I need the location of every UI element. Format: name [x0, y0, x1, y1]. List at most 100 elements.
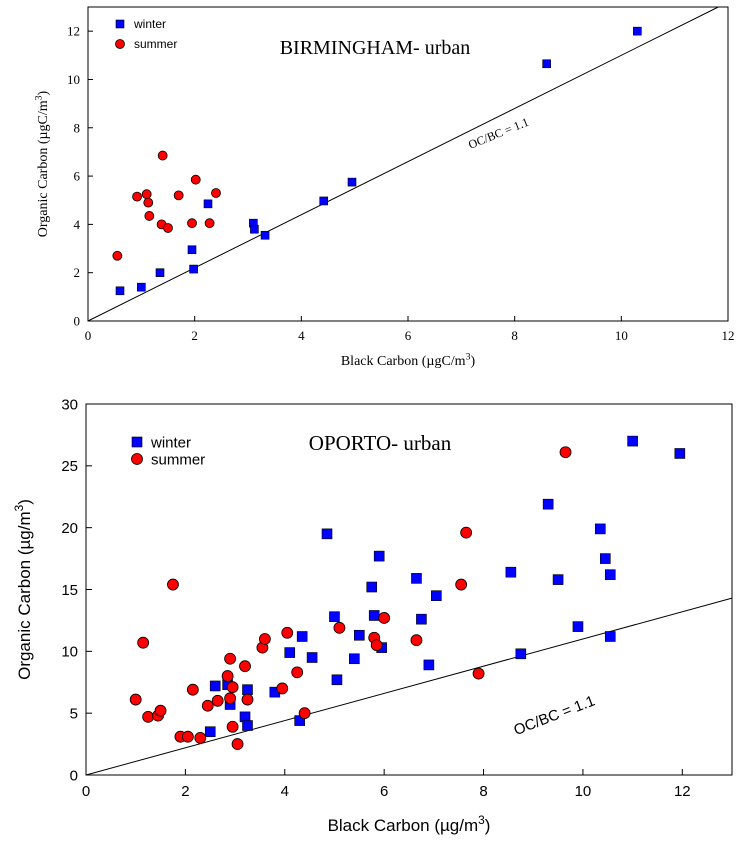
- summer-point: [187, 218, 197, 229]
- legend-label-summer: summer: [151, 451, 205, 468]
- x-tick-label: 6: [405, 328, 412, 343]
- summer-point: [224, 692, 237, 705]
- winter-point: [572, 621, 584, 632]
- x-tick-label: 2: [191, 328, 198, 343]
- winter-point: [203, 199, 213, 209]
- legend-marker-winter: [131, 436, 143, 448]
- winter-point: [505, 566, 517, 578]
- summer-point: [370, 639, 383, 652]
- chart-title: BIRMINGHAM- urban: [280, 37, 471, 59]
- winter-point: [260, 230, 270, 240]
- summer-point: [194, 732, 207, 744]
- winter-point: [542, 498, 554, 510]
- winter-point: [633, 26, 642, 36]
- y-axis-label: Organic Carbon (µgC/m3): [33, 90, 51, 237]
- y-tick-label: 2: [74, 265, 81, 280]
- summer-point: [224, 652, 237, 665]
- series-winter: [115, 26, 642, 296]
- summer-point: [204, 218, 215, 229]
- summer-point: [167, 578, 179, 591]
- y-tick-label: 30: [61, 396, 78, 413]
- x-tick-label: 4: [281, 783, 289, 800]
- x-tick-label: 8: [511, 328, 518, 343]
- winter-point: [204, 726, 216, 738]
- summer-point: [239, 660, 251, 673]
- winter-point: [242, 684, 253, 695]
- x-tick-label: 10: [615, 328, 628, 343]
- x-tick-label: 6: [380, 783, 388, 800]
- summer-point: [333, 621, 346, 634]
- y-tick-label: 12: [67, 24, 80, 39]
- summer-point: [137, 636, 150, 649]
- x-tick-label: 0: [82, 783, 90, 800]
- summer-point: [143, 197, 154, 208]
- summer-point: [291, 666, 304, 679]
- y-tick-label: 0: [74, 314, 81, 329]
- summer-point: [173, 190, 184, 201]
- summer-point: [281, 626, 294, 639]
- summer-point: [112, 250, 123, 261]
- summer-point: [410, 634, 423, 647]
- y-tick-label: 10: [61, 644, 78, 661]
- winter-point: [319, 196, 329, 206]
- y-tick-label: 0: [70, 767, 78, 784]
- winter-point: [306, 652, 318, 663]
- summer-point: [241, 693, 254, 706]
- winter-point: [515, 648, 527, 660]
- winter-point: [599, 553, 611, 564]
- x-tick-label: 12: [722, 328, 735, 343]
- y-tick-label: 25: [61, 458, 78, 475]
- x-tick-label: 0: [85, 328, 92, 343]
- summer-point: [258, 633, 271, 645]
- winter-point: [604, 631, 616, 642]
- winter-point: [331, 674, 343, 686]
- summer-point: [455, 578, 468, 591]
- y-axis-label: Organic Carbon (µg/m3): [12, 499, 34, 680]
- reference-line: [85, 597, 733, 776]
- chart-title: OPORTO- urban: [309, 431, 452, 455]
- y-tick-label: 6: [74, 169, 81, 184]
- winter-point: [296, 631, 308, 642]
- x-axis-label: Black Carbon (µg/m3): [328, 813, 491, 835]
- winter-point: [321, 528, 333, 540]
- winter-point: [209, 680, 221, 692]
- winter-point: [604, 569, 616, 580]
- winter-point: [155, 268, 165, 277]
- summer-point: [226, 720, 239, 733]
- winter-point: [373, 550, 385, 562]
- summer-point: [144, 211, 155, 221]
- winter-point: [411, 573, 422, 584]
- winter-point: [187, 245, 197, 255]
- reference-line-label: OC/BC = 1.1: [466, 115, 530, 152]
- summer-point: [559, 446, 572, 459]
- winter-point: [674, 448, 686, 459]
- summer-point: [231, 738, 244, 750]
- x-tick-label: 8: [479, 783, 487, 800]
- winter-point: [627, 435, 638, 447]
- summer-point: [142, 710, 155, 723]
- winter-point: [423, 659, 435, 671]
- y-tick-label: 20: [61, 520, 78, 537]
- summer-point: [298, 707, 311, 720]
- legend-marker-summer: [115, 39, 125, 49]
- winter-point: [431, 590, 442, 601]
- legend-label-summer: summer: [134, 37, 177, 51]
- summer-point: [132, 191, 142, 202]
- summer-point: [141, 189, 152, 200]
- x-tick-label: 2: [181, 783, 189, 800]
- series-winter: [204, 435, 686, 738]
- x-tick-label: 4: [298, 328, 305, 343]
- summer-point: [201, 699, 214, 712]
- legend-marker-winter: [115, 19, 125, 29]
- summer-point: [154, 704, 167, 717]
- winter-point: [189, 264, 198, 274]
- chart-panel-2: 0 2 4 6 8 10 12 0 5 10 15 20 25 30 OC/BC = 1.1 OPORTO- …: [12, 396, 733, 835]
- x-axis-label: Black Carbon (µgC/m3): [341, 351, 476, 369]
- winter-point: [552, 574, 564, 585]
- winter-point: [416, 613, 427, 625]
- summer-point: [211, 694, 224, 707]
- summer-point: [211, 188, 221, 198]
